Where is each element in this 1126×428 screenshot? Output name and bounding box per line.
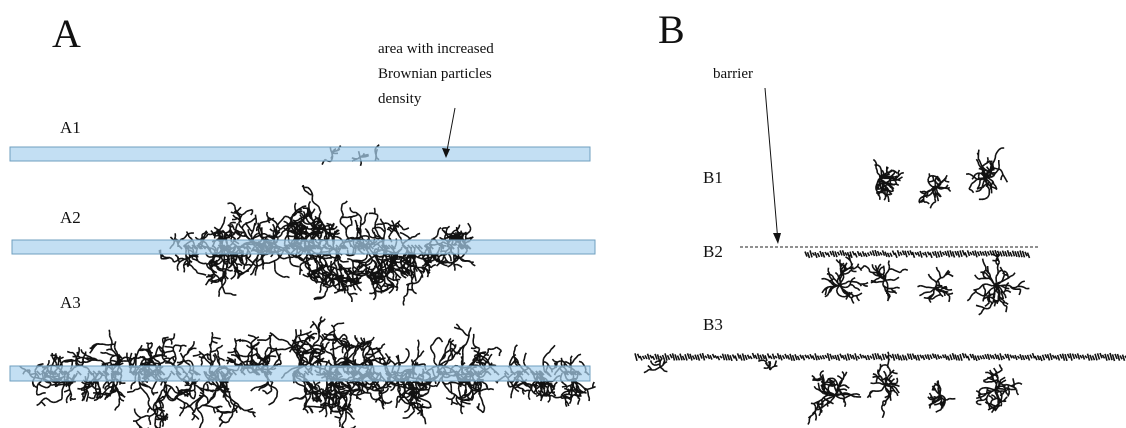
arrow-head bbox=[773, 233, 781, 244]
annotation: barrier bbox=[713, 66, 753, 82]
figure: A A1 A2 A3 area with increased Brownian … bbox=[0, 0, 1126, 428]
annotation: area with increased bbox=[378, 41, 494, 57]
subpanel-label: A2 bbox=[60, 208, 81, 227]
subpanel-label: B2 bbox=[703, 242, 723, 261]
subpanel-label: A1 bbox=[60, 118, 81, 137]
annotation: Brownian particles bbox=[378, 66, 492, 82]
annotation: density bbox=[378, 91, 422, 107]
subpanel-label: B3 bbox=[703, 315, 723, 334]
panel-label: B bbox=[658, 7, 685, 52]
subpanel-label: B1 bbox=[703, 168, 723, 187]
density-band bbox=[10, 366, 590, 381]
density-band bbox=[12, 240, 595, 254]
arrow bbox=[765, 88, 778, 242]
clusters bbox=[20, 145, 1126, 428]
panel-label: A bbox=[52, 11, 81, 56]
subpanel-label: A3 bbox=[60, 293, 81, 312]
density-band bbox=[10, 147, 590, 161]
aggregate-cluster bbox=[20, 145, 1126, 428]
